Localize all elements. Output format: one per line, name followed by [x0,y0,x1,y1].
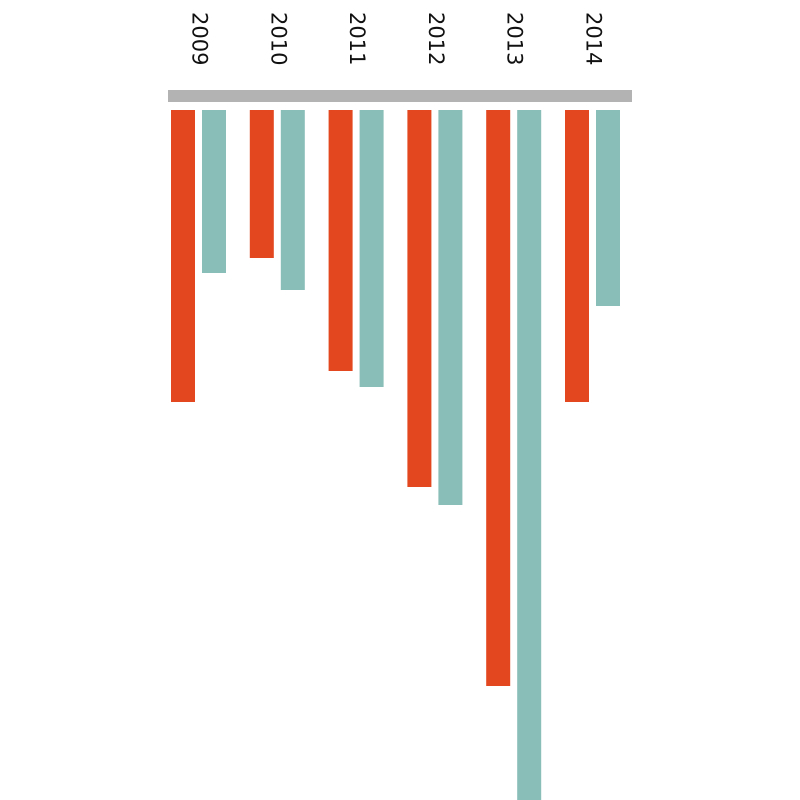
bar [171,110,195,402]
x-tick-label: 2012 [424,12,448,65]
bar [280,110,305,290]
x-tick-label: 2009 [188,12,212,65]
bar [202,110,226,273]
bar [359,110,384,387]
bar [328,110,353,371]
bar [407,110,432,487]
bar [596,110,620,306]
x-tick-label: 2014 [582,12,606,65]
bar [438,110,463,505]
bar [517,110,542,800]
x-tick-label: 2013 [503,12,527,65]
bar [565,110,589,402]
bar [249,110,274,258]
bar [486,110,511,686]
x-tick-label: 2010 [266,12,290,65]
baseline-bar [168,90,632,102]
x-tick-label: 2011 [345,12,369,65]
